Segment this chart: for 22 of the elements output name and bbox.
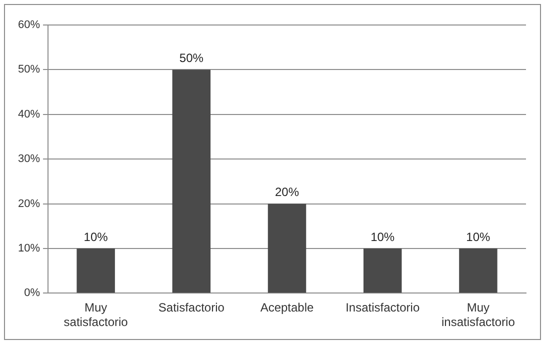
bar	[172, 70, 211, 293]
y-tick-label: 20%	[18, 198, 40, 210]
y-tick-label: 0%	[24, 287, 40, 300]
bar	[363, 248, 402, 293]
data-label: 20%	[274, 185, 300, 200]
y-tick-label: 10%	[18, 242, 40, 255]
data-label: 10%	[84, 230, 108, 244]
y-tick-label: 50%	[18, 64, 40, 76]
x-tick-label: Muy satisfactorio	[64, 300, 128, 330]
data-label: 50%	[179, 51, 204, 66]
y-tick-label: 40%	[18, 108, 40, 120]
x-tick-label: Muy insatisfactorio	[442, 300, 516, 330]
y-tick-label: 60%	[18, 19, 40, 32]
x-tick-label: Satisfactorio	[158, 300, 225, 315]
x-tick-label: Aceptable	[260, 300, 314, 315]
bar	[268, 204, 306, 293]
data-label: 10%	[370, 230, 395, 244]
data-label: 10%	[466, 230, 491, 244]
bar	[459, 248, 498, 293]
x-tick-label: Insatisfactorio	[346, 300, 420, 315]
bar	[76, 248, 115, 293]
y-tick-label: 30%	[18, 153, 40, 166]
